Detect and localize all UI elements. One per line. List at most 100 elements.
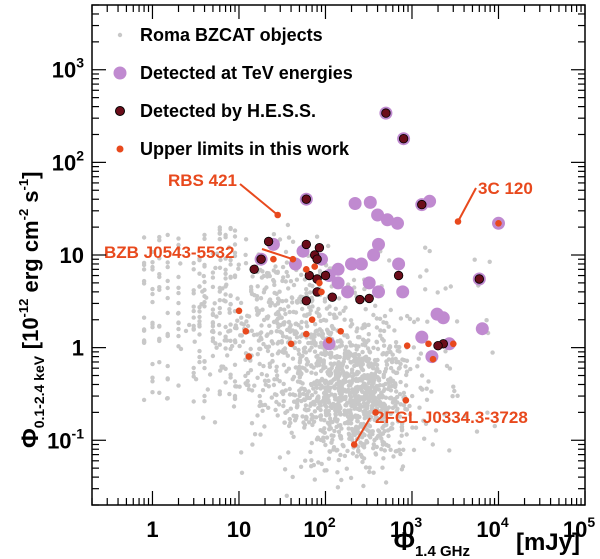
bzcat-point bbox=[257, 346, 262, 351]
bzcat-point bbox=[202, 359, 207, 364]
bzcat-point bbox=[309, 440, 314, 446]
bzcat-point bbox=[415, 364, 420, 369]
bzcat-point bbox=[202, 279, 207, 285]
bzcat-point bbox=[381, 328, 387, 334]
bzcat-point bbox=[316, 362, 322, 368]
bzcat-point bbox=[329, 324, 335, 329]
bzcat-point bbox=[228, 226, 233, 232]
bzcat-point bbox=[401, 447, 406, 452]
bzcat-point bbox=[243, 252, 248, 258]
bzcat-point bbox=[347, 390, 353, 396]
bzcat-point bbox=[443, 349, 448, 354]
y-axis-label: Φ0.1-2.4 keV [10-12 erg cm-2 s-1] bbox=[16, 172, 47, 448]
hess-point bbox=[381, 108, 391, 118]
hess-point bbox=[417, 199, 427, 210]
bzcat-point bbox=[176, 242, 181, 248]
bzcat-point bbox=[348, 421, 354, 426]
bzcat-point bbox=[384, 362, 390, 367]
bzcat-point bbox=[336, 396, 341, 401]
bzcat-point bbox=[401, 390, 407, 396]
bzcat-point bbox=[387, 344, 393, 349]
bzcat-point bbox=[191, 288, 196, 293]
bzcat-point bbox=[340, 361, 346, 366]
bzcat-point bbox=[326, 400, 332, 405]
bzcat-point bbox=[385, 350, 390, 355]
bzcat-point bbox=[232, 253, 238, 259]
bzcat-point bbox=[243, 381, 248, 386]
bzcat-point bbox=[223, 276, 228, 281]
bzcat-point bbox=[386, 443, 391, 449]
bzcat-point bbox=[355, 387, 360, 393]
bzcat-point bbox=[275, 296, 281, 301]
tev-point bbox=[372, 237, 385, 251]
bzcat-point bbox=[271, 277, 276, 283]
bzcat-point bbox=[300, 306, 305, 312]
bzcat-point bbox=[294, 401, 300, 406]
bzcat-point bbox=[328, 355, 333, 360]
bzcat-point bbox=[286, 235, 292, 240]
bzcat-point bbox=[447, 448, 452, 453]
bzcat-point bbox=[191, 315, 196, 320]
bzcat-point bbox=[386, 357, 391, 362]
bzcat-point bbox=[361, 396, 366, 401]
bzcat-point bbox=[237, 343, 242, 349]
bzcat-point bbox=[202, 236, 207, 241]
bzcat-point bbox=[361, 483, 366, 489]
x-axis-label: Φ1.4 GHz bbox=[394, 526, 470, 559]
bzcat-point bbox=[223, 380, 228, 385]
bzcat-point bbox=[357, 407, 363, 412]
upper-limit-point bbox=[289, 255, 297, 263]
bzcat-point bbox=[338, 452, 343, 458]
bzcat-point bbox=[212, 301, 217, 306]
legend-marker bbox=[117, 32, 123, 38]
bzcat-point bbox=[176, 326, 181, 332]
bzcat-point bbox=[232, 242, 238, 247]
hess-point bbox=[398, 133, 409, 144]
hess-point bbox=[327, 292, 338, 302]
bzcat-point bbox=[290, 377, 295, 382]
bzcat-point bbox=[287, 392, 293, 397]
bzcat-point bbox=[235, 318, 240, 323]
bzcat-point bbox=[374, 316, 379, 321]
hess-point bbox=[393, 270, 404, 281]
bzcat-point bbox=[165, 310, 170, 316]
bzcat-point bbox=[191, 399, 196, 404]
bzcat-point bbox=[273, 407, 278, 413]
bzcat-point bbox=[403, 383, 409, 388]
bzcat-point bbox=[176, 290, 181, 296]
legend-label: Upper limits in this work bbox=[140, 139, 350, 159]
bzcat-point bbox=[232, 395, 238, 401]
bzcat-point bbox=[323, 442, 328, 448]
bzcat-point bbox=[228, 346, 233, 352]
bzcat-point bbox=[187, 322, 192, 328]
bzcat-point bbox=[331, 433, 336, 438]
bzcat-point bbox=[418, 385, 423, 390]
bzcat-point bbox=[393, 344, 399, 349]
bzcat-point bbox=[371, 446, 376, 451]
bzcat-point bbox=[286, 423, 292, 429]
bzcat-point bbox=[262, 402, 268, 408]
bzcat-point bbox=[327, 449, 333, 454]
bzcat-point bbox=[332, 428, 337, 434]
bzcat-point bbox=[197, 354, 202, 360]
bzcat-point bbox=[282, 467, 288, 472]
bzcat-point bbox=[291, 282, 297, 288]
bzcat-point bbox=[214, 251, 220, 256]
bzcat-point bbox=[381, 320, 386, 325]
bzcat-point bbox=[288, 323, 293, 328]
bzcat-point bbox=[191, 304, 196, 309]
bzcat-point bbox=[271, 232, 277, 237]
bzcat-point bbox=[277, 379, 282, 384]
upper-limit-point bbox=[303, 330, 310, 338]
bzcat-point bbox=[447, 366, 453, 371]
bzcat-point bbox=[304, 287, 309, 292]
bzcat-point bbox=[281, 403, 286, 409]
bzcat-point bbox=[366, 332, 371, 337]
bzcat-point bbox=[287, 386, 292, 392]
bzcat-point bbox=[257, 361, 262, 367]
bzcat-point bbox=[228, 275, 233, 280]
bzcat-point bbox=[443, 286, 448, 291]
bzcat-point bbox=[334, 354, 340, 359]
bzcat-point bbox=[228, 338, 233, 343]
bzcat-point bbox=[150, 299, 155, 305]
